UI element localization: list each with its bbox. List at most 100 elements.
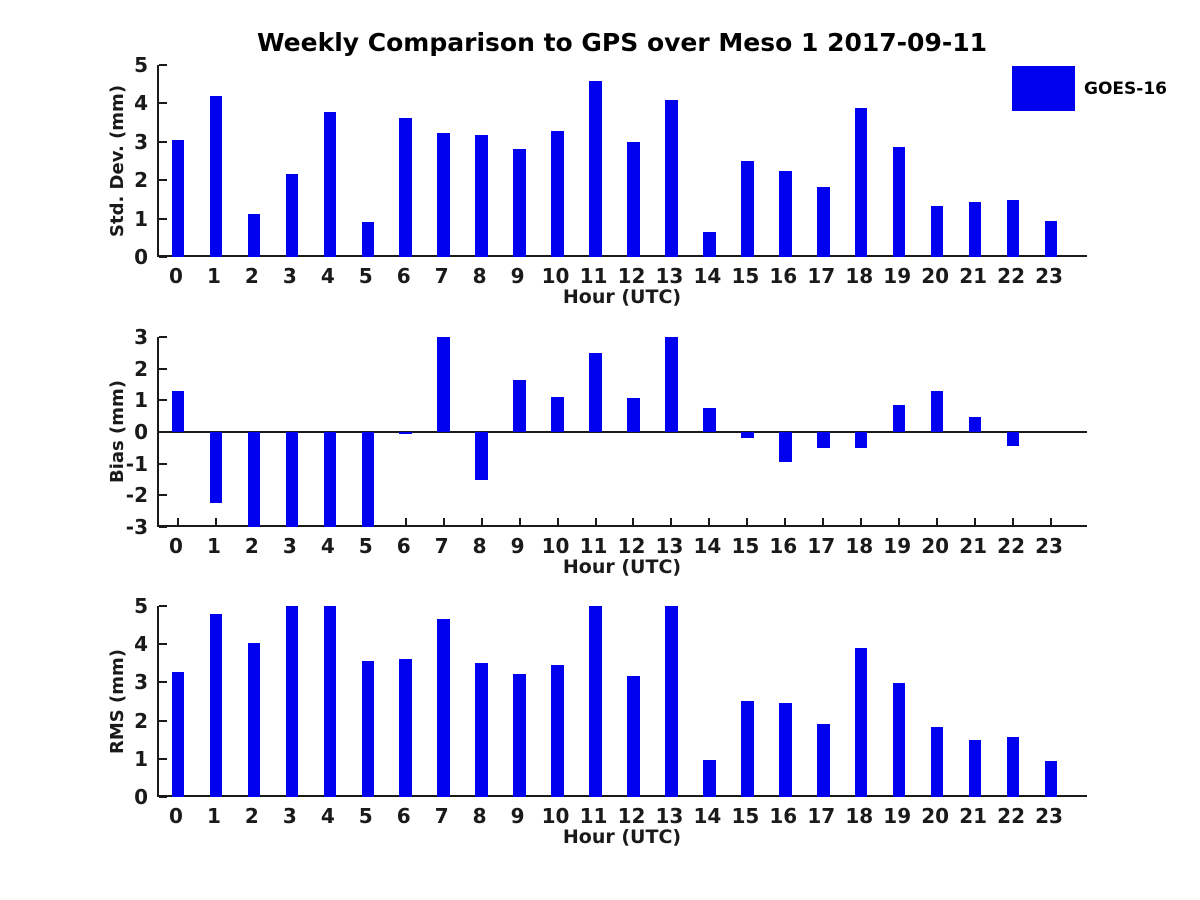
bar-hour-0: [171, 139, 185, 257]
y-tick-label: 2: [134, 708, 148, 733]
x-tick-label: 22: [997, 264, 1025, 288]
x-tick: [556, 518, 559, 525]
x-tick-label: 11: [579, 804, 608, 828]
x-tick-label: 5: [358, 804, 373, 828]
bar-hour-18: [854, 648, 868, 797]
x-tick-label: 0: [169, 534, 183, 558]
x-tick-label: 3: [282, 804, 297, 828]
x-tick-label: 14: [693, 804, 722, 828]
bar-hour-13: [665, 100, 678, 257]
bar-hour-10: [551, 396, 564, 432]
x-tick-label: 7: [434, 804, 449, 828]
bar-hour-7: [437, 337, 450, 432]
bar-hour-15: [741, 161, 754, 257]
bar-hour-0: [171, 390, 185, 432]
bar-hour-8: [475, 134, 488, 257]
bar-hour-15: [741, 432, 754, 439]
x-tick-label: 8: [472, 534, 487, 558]
bar-hour-5: [361, 660, 375, 797]
y-tick-label: 1: [134, 388, 148, 413]
x-tick: [936, 518, 939, 525]
bar-hour-21: [968, 417, 982, 432]
x-tick-label: 8: [472, 264, 487, 288]
x-tick: [442, 518, 445, 525]
x-tick-label: 10: [541, 804, 570, 828]
y-tick-label: -2: [125, 483, 148, 508]
x-tick-label: 14: [693, 534, 722, 558]
x-tick: [708, 518, 711, 525]
zero-line: [159, 431, 1087, 433]
bar-hour-22: [1006, 200, 1020, 257]
x-tick: [404, 518, 407, 525]
y-tick: [159, 796, 167, 798]
bar-hour-1: [209, 95, 223, 257]
x-tick-label: 22: [997, 534, 1025, 558]
y-tick-label: 4: [134, 632, 148, 657]
y-tick-label: 2: [134, 168, 148, 193]
y-tick: [159, 256, 167, 258]
y-tick-label: 0: [134, 785, 148, 809]
bar-hour-1: [209, 614, 223, 797]
x-tick: [898, 518, 901, 525]
x-tick-label: 15: [731, 804, 760, 828]
x-tick-label: 21: [959, 804, 988, 828]
bar-hour-18: [854, 108, 868, 257]
legend: GOES-16: [1012, 66, 1167, 111]
x-tick-label: 10: [541, 534, 570, 558]
x-tick-label: 12: [617, 534, 646, 558]
y-tick-label: -1: [125, 451, 148, 476]
x-tick-label: 20: [921, 804, 950, 828]
bar-hour-6: [399, 432, 412, 434]
x-tick: [518, 518, 521, 525]
x-tick-label: 17: [807, 534, 836, 558]
y-tick: [159, 719, 167, 722]
bar-hour-6: [399, 658, 412, 797]
x-tick-label: 13: [655, 264, 684, 288]
x-tick: [1050, 518, 1053, 525]
x-tick-label: 12: [617, 264, 646, 288]
y-tick: [159, 757, 167, 760]
legend-label: GOES-16: [1084, 78, 1167, 99]
x-tick-label: 19: [883, 534, 912, 558]
bar-hour-12: [627, 141, 640, 257]
bar-hour-8: [475, 432, 488, 480]
y-tick-label: 3: [134, 129, 148, 154]
bar-hour-5: [361, 221, 375, 257]
y-tick: [159, 681, 167, 684]
bar-hour-2: [247, 213, 261, 257]
bar-hour-16: [779, 703, 792, 797]
x-tick-label: 22: [997, 804, 1025, 828]
bar-hour-19: [892, 683, 906, 797]
bar-hour-17: [817, 432, 830, 448]
x-tick-label: 5: [358, 264, 373, 288]
bar-hour-6: [399, 117, 412, 257]
bar-hour-20: [930, 205, 944, 257]
bar-hour-15: [741, 700, 754, 797]
x-tick-label: 16: [769, 264, 798, 288]
bar-hour-1: [209, 432, 223, 504]
x-tick-label: 2: [244, 264, 259, 288]
bar-hour-17: [817, 724, 830, 797]
x-tick: [784, 518, 787, 525]
y-tick-label: 0: [134, 420, 148, 444]
y-tick: [159, 494, 167, 497]
bar-hour-8: [475, 662, 488, 797]
plot-area: [157, 64, 1087, 258]
x-tick: [594, 518, 597, 525]
x-tick-label: 13: [655, 534, 684, 558]
x-axis-label: Hour (UTC): [562, 556, 682, 578]
y-tick: [159, 643, 167, 646]
bar-hour-11: [589, 81, 602, 257]
bar-hour-7: [437, 619, 450, 797]
x-tick-label: 23: [1035, 264, 1063, 288]
x-tick: [746, 518, 749, 525]
x-tick-label: 15: [731, 264, 760, 288]
y-tick-label: 5: [134, 53, 148, 77]
bar-hour-10: [551, 665, 564, 797]
bar-hour-10: [551, 131, 564, 257]
bar-hour-14: [703, 759, 716, 797]
figure-title: Weekly Comparison to GPS over Meso 1 201…: [256, 28, 988, 57]
y-tick-label: 3: [134, 670, 148, 695]
y-tick: [159, 526, 167, 528]
